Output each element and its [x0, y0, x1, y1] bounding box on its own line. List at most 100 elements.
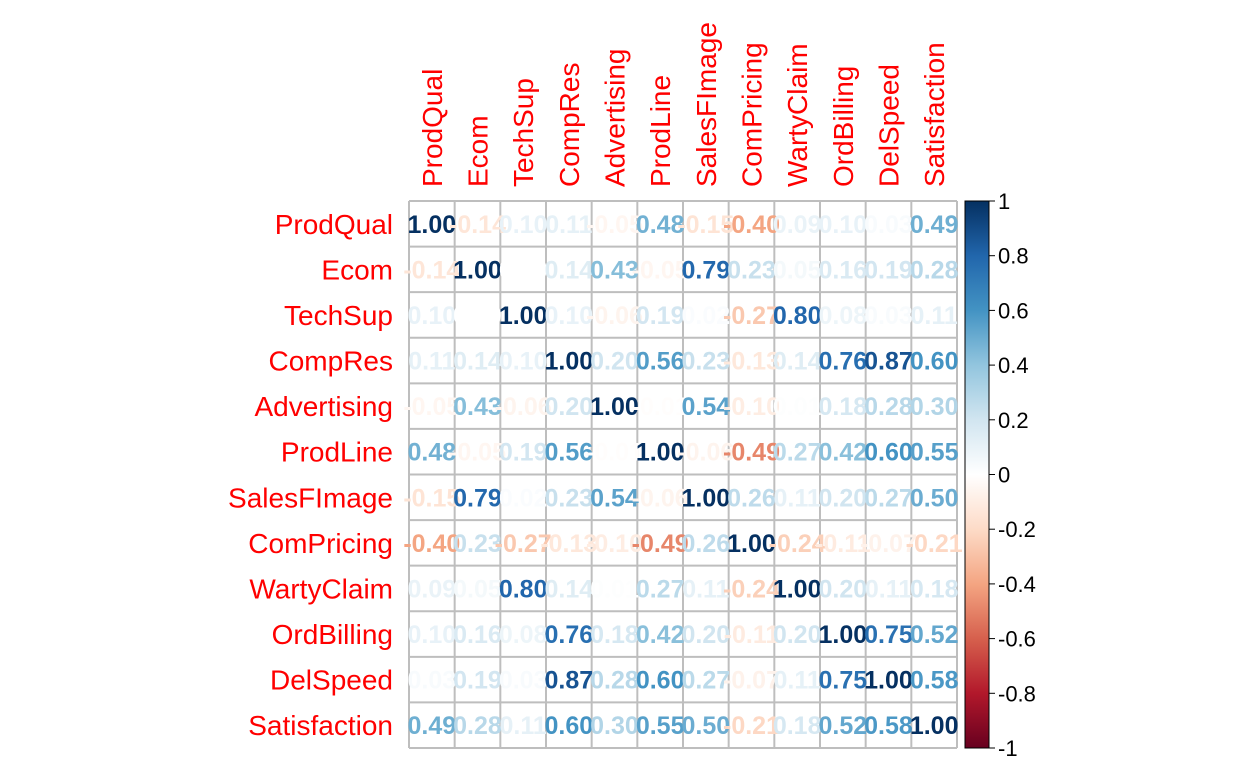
cell-ProdLine-CompRes	[546, 428, 592, 475]
cell-value-Advertising-CompRes: 0.20	[544, 393, 593, 421]
cell-value-ComPricing-SalesFImage: 0.26	[681, 530, 730, 558]
cell-value-ProdLine-Ecom: -0.05	[449, 439, 506, 467]
cell-ProdLine-ProdQual	[409, 428, 455, 475]
cell-CompRes-CompRes	[546, 337, 592, 384]
cell-Advertising-DelSpeed	[865, 383, 912, 429]
cell-value-DelSpeed-Advertising: 0.28	[590, 667, 639, 695]
legend-tick-label: 0.6	[998, 298, 1029, 323]
cell-value-ProdLine-TechSup: 0.19	[499, 439, 548, 467]
cell-value-WartyClaim-ProdLine: 0.27	[636, 575, 685, 603]
cell-value-TechSup-WartyClaim: 0.80	[773, 302, 822, 330]
cell-value-SalesFImage-OrdBilling: 0.20	[818, 484, 867, 512]
cell-value-ComPricing-OrdBilling: -0.11	[815, 530, 871, 558]
legend-tick-label: 0	[998, 463, 1010, 488]
cell-value-Advertising-OrdBilling: 0.18	[818, 393, 867, 421]
cell-Satisfaction-OrdBilling	[820, 702, 866, 748]
cell-value-ProdQual-OrdBilling: 0.10	[818, 211, 867, 239]
cell-Advertising-CompRes	[546, 383, 592, 429]
cell-value-DelSpeed-ComPricing: -0.07	[723, 667, 780, 695]
cell-Advertising-Satisfaction	[911, 383, 957, 429]
cell-SalesFImage-Advertising	[591, 474, 638, 521]
cell-TechSup-DelSpeed	[865, 292, 912, 338]
cell-value-ProdQual-WartyClaim: 0.09	[773, 211, 822, 239]
cell-value-ProdQual-ProdQual: 1.00	[407, 211, 456, 239]
cell-value-Advertising-DelSpeed: 0.28	[864, 393, 913, 421]
cell-value-ProdQual-CompRes: 0.11	[545, 211, 592, 239]
cell-value-TechSup-ComPricing: -0.27	[723, 302, 780, 330]
cell-value-CompRes-ComPricing: -0.13	[723, 348, 780, 376]
cell-TechSup-ComPricing	[728, 292, 775, 338]
cell-Advertising-ProdLine	[637, 383, 683, 429]
cell-WartyClaim-ComPricing	[728, 565, 775, 612]
cell-value-ProdLine-ProdLine: 1.00	[636, 439, 685, 467]
cell-Advertising-OrdBilling	[820, 383, 866, 429]
cell-SalesFImage-CompRes	[546, 474, 592, 521]
column-label-Satisfaction: Satisfaction	[919, 42, 950, 187]
cell-Satisfaction-Advertising	[591, 702, 638, 748]
cell-value-DelSpeed-DelSpeed: 1.00	[864, 667, 913, 695]
cell-value-TechSup-Satisfaction: 0.11	[911, 302, 958, 330]
cell-value-DelSpeed-Ecom: 0.19	[453, 667, 502, 695]
cell-value-TechSup-Advertising: -0.06	[586, 302, 643, 330]
cell-TechSup-Ecom	[454, 292, 501, 338]
cell-SalesFImage-TechSup	[500, 474, 546, 521]
cell-value-Advertising-ProdLine: -0.01	[632, 393, 689, 421]
row-label-Advertising: Advertising	[254, 391, 393, 422]
cell-value-CompRes-TechSup: 0.10	[499, 348, 548, 376]
cell-value-OrdBilling-SalesFImage: 0.20	[681, 621, 730, 649]
cell-value-WartyClaim-ComPricing: -0.24	[723, 575, 780, 603]
cell-value-ProdQual-SalesFImage: -0.15	[677, 211, 734, 239]
cell-OrdBilling-OrdBilling	[820, 611, 866, 657]
cell-value-DelSpeed-ProdLine: 0.60	[636, 667, 685, 695]
cell-OrdBilling-TechSup	[500, 611, 546, 657]
cell-ProdQual-TechSup	[500, 201, 546, 247]
cell-value-SalesFImage-Ecom: 0.79	[453, 484, 502, 512]
cell-value-Satisfaction-OrdBilling: 0.52	[818, 712, 867, 740]
cell-value-WartyClaim-Satisfaction: 0.18	[910, 575, 959, 603]
cell-value-CompRes-DelSpeed: 0.87	[864, 348, 913, 376]
cell-value-OrdBilling-CompRes: 0.76	[544, 621, 593, 649]
cell-CompRes-TechSup	[500, 337, 546, 384]
cell-value-Ecom-Advertising: 0.43	[590, 256, 639, 284]
cell-TechSup-OrdBilling	[820, 292, 866, 338]
cell-value-ProdLine-WartyClaim: 0.27	[773, 439, 822, 467]
column-label-TechSup: TechSup	[508, 78, 539, 187]
cell-DelSpeed-TechSup	[500, 656, 546, 703]
cell-value-OrdBilling-OrdBilling: 1.00	[818, 621, 867, 649]
cell-OrdBilling-SalesFImage	[683, 611, 729, 657]
cell-ProdLine-OrdBilling	[820, 428, 866, 475]
cell-value-SalesFImage-SalesFImage: 1.00	[681, 484, 730, 512]
cell-ProdQual-ProdQual	[409, 201, 455, 247]
cell-value-Satisfaction-Ecom: 0.28	[453, 712, 502, 740]
cell-value-Advertising-WartyClaim: 0.01	[773, 393, 822, 421]
cell-value-Ecom-ProdQual: -0.14	[403, 256, 460, 284]
cell-value-Satisfaction-DelSpeed: 0.58	[864, 712, 913, 740]
cell-ProdQual-DelSpeed	[865, 201, 912, 247]
color-legend: 1 0.8 0.6 0.4 0.2 0 -0.2 -0.4 -0.6 -0.8 -1	[964, 189, 1036, 761]
cell-value-ProdQual-TechSup: 0.10	[499, 211, 548, 239]
cell-OrdBilling-Ecom	[454, 611, 501, 657]
cell-ComPricing-ProdLine	[637, 520, 683, 566]
cell-Ecom-SalesFImage	[683, 246, 729, 293]
legend-tick-label: 0.2	[998, 408, 1029, 433]
cell-TechSup-Advertising	[591, 292, 638, 338]
row-label-CompRes: CompRes	[269, 346, 393, 377]
cell-value-Ecom-CompRes: 0.14	[544, 256, 593, 284]
column-label-ComPricing: ComPricing	[737, 42, 768, 187]
cell-ProdQual-OrdBilling	[820, 201, 866, 247]
cell-Satisfaction-CompRes	[546, 702, 592, 748]
cell-TechSup-Satisfaction	[911, 292, 957, 338]
cell-value-Satisfaction-WartyClaim: 0.18	[773, 712, 822, 740]
cell-Ecom-Satisfaction	[911, 246, 957, 293]
cell-value-Ecom-TechSup: 0.00	[499, 256, 548, 284]
cell-value-ComPricing-Ecom: 0.23	[453, 530, 502, 558]
cell-value-OrdBilling-WartyClaim: 0.20	[773, 621, 822, 649]
cell-value-ComPricing-Satisfaction: -0.21	[906, 530, 963, 558]
cell-value-SalesFImage-DelSpeed: 0.27	[864, 484, 913, 512]
cell-Advertising-Advertising	[591, 383, 638, 429]
cell-value-CompRes-ProdQual: 0.11	[408, 348, 455, 376]
cell-value-DelSpeed-TechSup: 0.03	[499, 667, 548, 695]
cell-value-TechSup-Ecom: 0.00	[453, 302, 502, 330]
